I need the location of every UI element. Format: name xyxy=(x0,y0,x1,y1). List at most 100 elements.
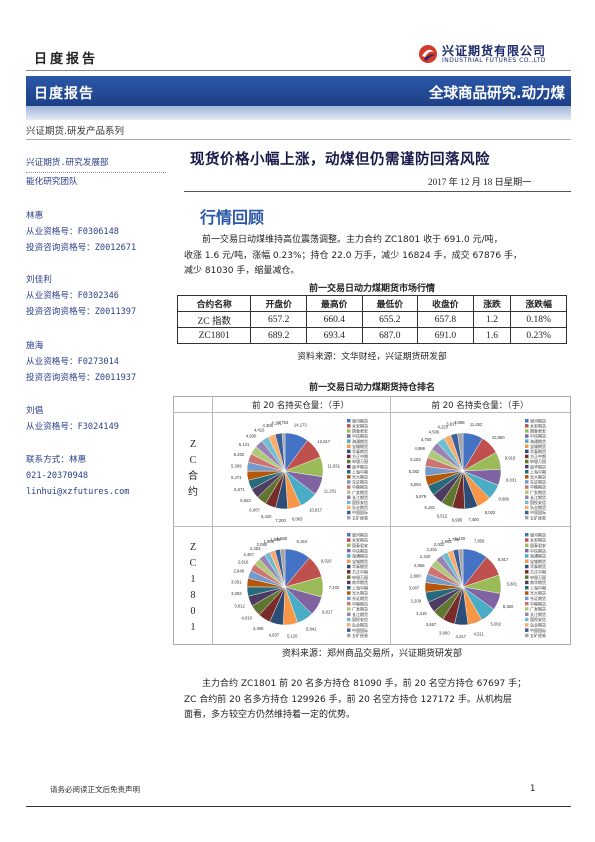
legend-label: 永安期货 xyxy=(530,423,546,429)
pie-data-label: 2,430 xyxy=(420,554,431,559)
legend-label: 东证期货 xyxy=(530,595,546,601)
row-label-char: 8 xyxy=(190,590,196,601)
pie-data-label: 11,452 xyxy=(470,422,483,427)
analyst-invest-qualification: 投资咨询资格号：Z0011937 xyxy=(26,373,137,383)
pie-chart-zc1801-sell: 7,856 6,817 5,801 5,360 5,002 4,511 4,217 3,900… xyxy=(409,531,546,639)
paragraph-line: 减少 81030 手，缩量减仓。 xyxy=(184,266,300,276)
legend-label: 中信期货 xyxy=(352,547,368,553)
legend-swatch xyxy=(525,580,529,585)
table-cell: 655.2 xyxy=(361,311,419,328)
legend-swatch xyxy=(525,475,529,479)
pie-data-label: 1,705 xyxy=(448,537,459,542)
pie-data-label: 3,612 xyxy=(234,603,245,608)
legend-label: 光大期货 xyxy=(530,590,546,596)
title-rule xyxy=(184,191,571,192)
pie-data-label: 4,998 xyxy=(414,446,425,451)
table-cell: 691.0 xyxy=(417,327,474,344)
legend-swatch xyxy=(525,543,529,548)
legend-label: 国泰君安 xyxy=(352,542,368,548)
pie-data-label: 2,655 xyxy=(414,563,425,568)
contact-email[interactable]: linhui@xzfutures.com xyxy=(26,487,130,497)
legend-swatch xyxy=(347,586,351,590)
pie-data-label: 5,923 xyxy=(240,498,251,503)
banner-gradient-band xyxy=(26,106,571,120)
legend-swatch xyxy=(525,623,529,627)
legend-swatch xyxy=(525,459,529,464)
position-panel-caption: 前一交易日动力煤期货持仓排名 xyxy=(308,383,435,393)
position-panel xyxy=(173,396,571,645)
legend-swatch xyxy=(525,424,529,428)
table-cell: 1.6 xyxy=(472,327,512,344)
legend-label: 海通期货 xyxy=(530,553,546,559)
legend-label: 方正中期 xyxy=(352,569,368,575)
analyst-qualification: 从业资格号：F0302346 xyxy=(26,291,119,301)
paragraph-line: 收涨 1.6 元/吨，涨幅 0.23%；持仓 22.0 万手，减少 16824 … xyxy=(184,250,522,261)
legend-label: 银河期货 xyxy=(530,531,546,537)
pie-data-label: 5,584 xyxy=(410,482,421,487)
legend-label: 长江期货 xyxy=(352,611,368,617)
series-rule xyxy=(26,139,571,140)
pie-data-label: 6,420 xyxy=(261,514,272,519)
table-row: ZC 指数 657.2 660.4 655.2 657.8 1.2 0.18% xyxy=(176,311,567,328)
legend-swatch xyxy=(347,554,351,558)
legend-label: 中国国际 xyxy=(530,627,546,633)
legend-label: 弘业期货 xyxy=(352,504,368,510)
legend-swatch xyxy=(525,464,529,469)
legend-swatch xyxy=(347,515,351,520)
pie-data-label: 4,010 xyxy=(241,616,252,621)
legend-label: 永安期货 xyxy=(352,423,368,429)
contact-phone: 021-20370948 xyxy=(26,471,89,481)
market-table: 合约名称 开盘价 最高价 最低价 收盘价 涨跌 涨跌幅 ZC 指数 657.2 … xyxy=(176,295,567,344)
table-cell: 660.4 xyxy=(305,311,363,328)
legend-swatch xyxy=(347,454,351,459)
legend-swatch xyxy=(525,449,529,454)
section-heading: 行情回顾 xyxy=(200,208,265,227)
pie-data-label: 3,088 xyxy=(454,420,465,425)
legend-swatch xyxy=(347,543,351,548)
legend-label: 宝城期货 xyxy=(530,558,546,564)
footer-rule xyxy=(26,806,571,807)
row-label-char: 合 xyxy=(188,471,198,482)
footer-disclaimer[interactable]: 请务必阅读正文后免责声明 xyxy=(50,785,140,794)
pie-data-label: 4,161 xyxy=(271,421,282,426)
pie-data-label: 5,979 xyxy=(416,494,427,499)
row-label-char: 1 xyxy=(190,622,196,633)
table-cell: 1.2 xyxy=(472,311,512,328)
pie-data-label: 8,083 xyxy=(292,517,303,522)
legend-swatch xyxy=(525,485,529,489)
legend-swatch xyxy=(347,510,351,515)
legend-label: 海通期货 xyxy=(352,438,368,444)
pie-data-label: 2,800 xyxy=(410,574,421,579)
legend-label: 申银万国 xyxy=(352,458,368,464)
legend-swatch xyxy=(347,505,351,510)
pie-data-label: 5,841 xyxy=(306,626,317,631)
legend-label: 中信期货 xyxy=(530,547,546,553)
legend-swatch xyxy=(525,434,529,438)
row-label-char: Z xyxy=(189,439,197,450)
legend-label: 银河期货 xyxy=(352,531,368,537)
legend-swatch xyxy=(347,601,351,606)
pie-data-label: 7,102 xyxy=(329,585,340,590)
pie-data-label: 2,080 xyxy=(257,542,268,547)
legend-label: 海通期货 xyxy=(352,553,368,559)
legend-swatch xyxy=(525,548,529,553)
legend-label: 方正中期 xyxy=(530,453,546,459)
page-number: 1 xyxy=(530,784,536,794)
legend-swatch xyxy=(525,591,529,595)
company-logo: 兴证期货有限公司 INDUSTRIAL FUTURES CO.,LTD xyxy=(418,42,578,68)
logo-company-name-en: INDUSTRIAL FUTURES CO.,LTD xyxy=(442,57,546,64)
row-label-char: 约 xyxy=(188,487,198,498)
legend-swatch xyxy=(525,633,529,638)
legend-swatch xyxy=(347,459,351,464)
row-label-char: 0 xyxy=(190,606,196,617)
legend-label: 南华期货 xyxy=(530,579,546,585)
legend-swatch xyxy=(347,633,351,638)
legend-swatch xyxy=(525,419,529,423)
paragraph-line: 前一交易日动煤维持高位震荡调整。主力合约 ZC1801 收于 691.0 元/吨… xyxy=(202,235,503,245)
table-header-cell: 涨跌 xyxy=(472,295,512,312)
pie-data-label: 4,750 xyxy=(421,437,432,442)
pie-data-label: 1,660 xyxy=(277,536,288,541)
pie-slice xyxy=(281,432,286,472)
pie-data-label: 5,120 xyxy=(287,634,298,639)
legend-label: 中信期货 xyxy=(530,433,546,439)
